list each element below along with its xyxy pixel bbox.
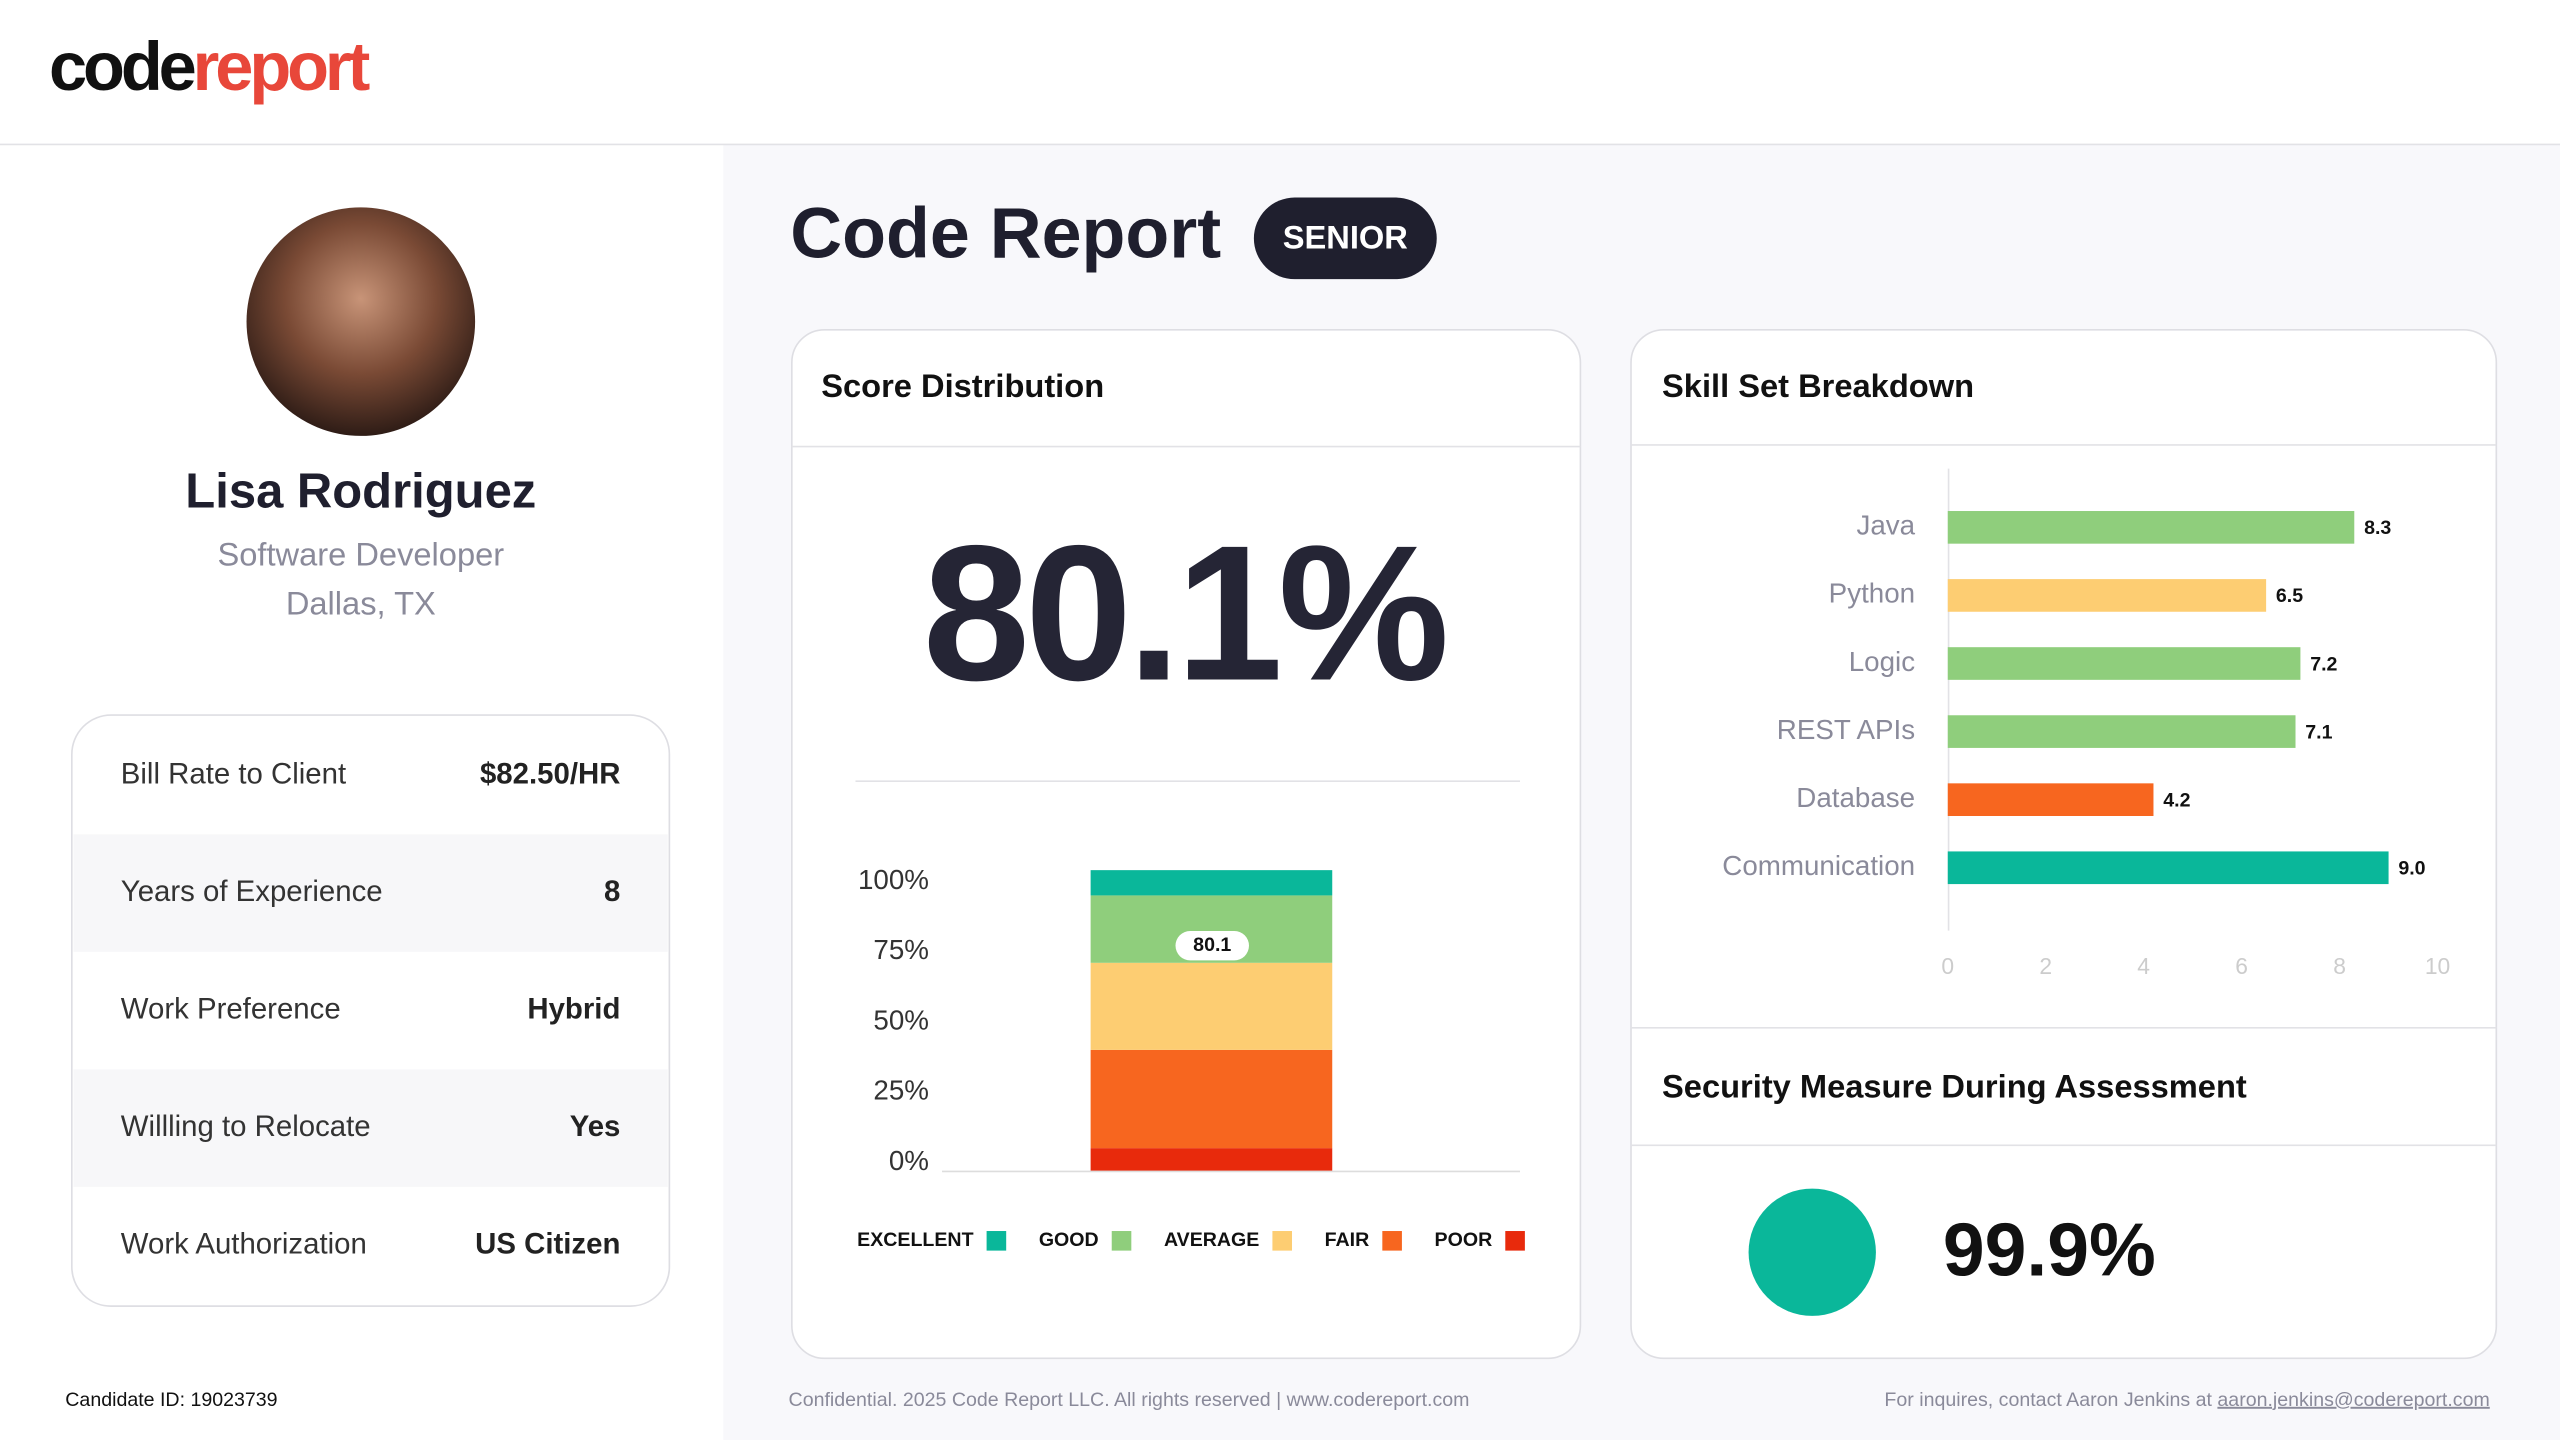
detail-value: Yes bbox=[570, 1110, 621, 1143]
value-label: 6.5 bbox=[2276, 585, 2303, 607]
contact-text: For inquires, contact Aaron Jenkins at bbox=[1884, 1389, 2217, 1411]
legend-label: AVERAGE bbox=[1164, 1229, 1259, 1251]
legend-label: GOOD bbox=[1039, 1229, 1099, 1251]
marker-label: 80.1 bbox=[1193, 934, 1231, 956]
category-label: Communication bbox=[1722, 850, 1915, 881]
row-bg bbox=[73, 834, 668, 952]
detail-label: Bill Rate to Client bbox=[121, 757, 346, 790]
detail-label: Work Preference bbox=[121, 992, 341, 1025]
contact-email[interactable]: aaron.jenkins@codereport.com bbox=[2217, 1389, 2489, 1411]
value-label: 4.2 bbox=[2163, 789, 2190, 811]
x-tick-label: 4 bbox=[2137, 953, 2150, 979]
detail-label: Work Authorization bbox=[121, 1227, 367, 1260]
y-tick-label: 50% bbox=[873, 1004, 929, 1035]
security-indicator bbox=[1748, 1188, 1876, 1316]
legend-label: FAIR bbox=[1325, 1229, 1370, 1251]
detail-value: US Citizen bbox=[475, 1227, 620, 1260]
bar-segment bbox=[1090, 1049, 1333, 1149]
candidate-role: Software Developer bbox=[217, 535, 504, 572]
legend-label: EXCELLENT bbox=[857, 1229, 973, 1251]
legend-swatch bbox=[986, 1231, 1007, 1251]
x-tick-label: 0 bbox=[1941, 953, 1954, 979]
legend-swatch bbox=[1111, 1231, 1132, 1251]
category-label: Java bbox=[1856, 510, 1915, 541]
category-label: REST APIs bbox=[1777, 714, 1915, 745]
bar bbox=[1947, 783, 2154, 816]
category-label: Database bbox=[1796, 782, 1915, 813]
candidate-id: Candidate ID: 19023739 bbox=[65, 1389, 277, 1411]
report-title: Code Report bbox=[790, 193, 1221, 273]
bar bbox=[1947, 647, 2301, 680]
card-title: Skill Set Breakdown bbox=[1662, 367, 1974, 404]
avatar bbox=[246, 207, 476, 436]
bar bbox=[1947, 511, 2355, 544]
category-label: Logic bbox=[1849, 646, 1915, 677]
details-card: Bill Rate to Client $82.50/HR Years of Exp… bbox=[71, 714, 671, 1307]
detail-value: 8 bbox=[604, 875, 620, 908]
marker-pill bbox=[1175, 930, 1249, 961]
legend-label: POOR bbox=[1435, 1229, 1493, 1251]
y-tick-label: 75% bbox=[873, 934, 929, 965]
row-bg bbox=[73, 1069, 668, 1187]
logo[interactable]: codereport bbox=[49, 28, 374, 105]
bar bbox=[1947, 715, 2296, 748]
score-headline: 80.1% bbox=[923, 505, 1445, 720]
legend-swatch bbox=[1382, 1231, 1402, 1251]
legend-swatch bbox=[1505, 1231, 1525, 1251]
logo-report: report bbox=[193, 28, 370, 105]
badge-label: SENIOR bbox=[1283, 219, 1408, 256]
badge bbox=[1253, 197, 1437, 280]
value-label: 8.3 bbox=[2364, 517, 2391, 539]
detail-label: Years of Experience bbox=[121, 875, 383, 908]
logo-code: code bbox=[49, 28, 195, 105]
detail-label: Willling to Relocate bbox=[121, 1110, 371, 1143]
detail-value: Hybrid bbox=[527, 992, 620, 1025]
bar bbox=[1947, 851, 2389, 885]
bar bbox=[1947, 579, 2267, 612]
x-tick-label: 2 bbox=[2039, 953, 2052, 979]
candidate-name: Lisa Rodriguez bbox=[185, 465, 536, 519]
footer-left: Confidential. 2025 Code Report LLC. All … bbox=[789, 1389, 1470, 1411]
x-tick-label: 10 bbox=[2425, 953, 2450, 979]
skill-card bbox=[1630, 328, 2498, 1360]
value-label: 9.0 bbox=[2398, 858, 2425, 880]
candidate-location: Dallas, TX bbox=[286, 584, 436, 621]
security-title: Security Measure During Assessment bbox=[1662, 1068, 2247, 1105]
security-value: 99.9% bbox=[1943, 1207, 2156, 1291]
y-tick-label: 25% bbox=[873, 1075, 929, 1106]
legend-swatch bbox=[1272, 1231, 1293, 1251]
score-card bbox=[791, 328, 1582, 1360]
footer-contact: For inquires, contact Aaron Jenkins at a… bbox=[1884, 1389, 2489, 1411]
y-tick-label: 100% bbox=[858, 864, 929, 895]
value-label: 7.2 bbox=[2310, 653, 2337, 675]
bar-segment bbox=[1090, 870, 1333, 896]
bar-segment bbox=[1090, 962, 1333, 1050]
x-tick-label: 8 bbox=[2333, 953, 2346, 979]
category-label: Python bbox=[1829, 578, 1915, 609]
x-tick-label: 6 bbox=[2235, 953, 2248, 979]
y-tick-label: 0% bbox=[889, 1145, 929, 1176]
value-label: 7.1 bbox=[2305, 721, 2332, 743]
card-title: Score Distribution bbox=[821, 367, 1104, 404]
detail-value: $82.50/HR bbox=[480, 757, 620, 790]
bar-segment bbox=[1090, 1148, 1333, 1171]
